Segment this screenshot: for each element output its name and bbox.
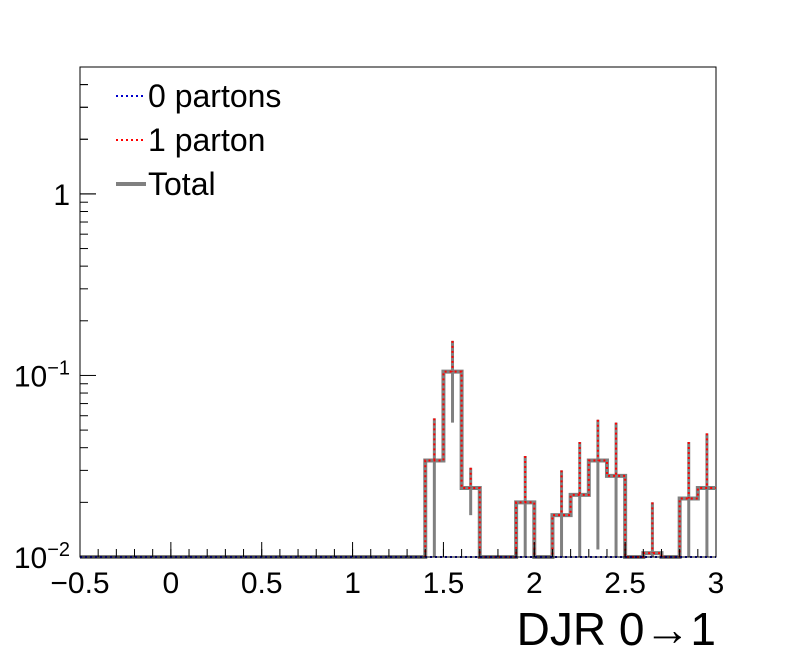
x-tick-label: 2.5 [604, 567, 646, 600]
x-tick-label: 3 [708, 567, 725, 600]
x-tick-label: 1 [344, 567, 361, 600]
axes-group: −0.5 0 0.5 1 1.5 2 2.5 3 10−2 10−1 1 [14, 66, 725, 600]
legend-label: Total [148, 166, 216, 202]
legend-label: 0 partons [148, 78, 281, 114]
x-tick-label: 0 [163, 567, 180, 600]
x-tick-label: 1.5 [423, 567, 465, 600]
legend-label: 1 parton [148, 122, 265, 158]
y-tick-label: 10−1 [14, 357, 70, 393]
y-tick-label: 10−2 [14, 539, 70, 575]
legend: 0 partons 1 parton Total [116, 78, 281, 202]
x-tick-label: 0.5 [241, 567, 283, 600]
x-axis-title: DJR 0→1 [517, 603, 716, 655]
y-tick-label: 1 [53, 179, 70, 212]
x-tick-label: −0.5 [50, 567, 109, 600]
x-tick-label: 2 [526, 567, 543, 600]
